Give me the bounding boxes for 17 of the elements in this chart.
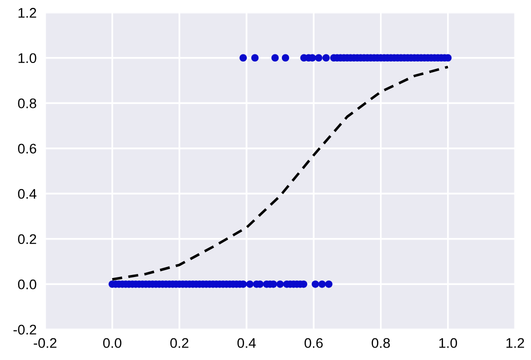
x-tick-label: 1.0 xyxy=(439,338,458,348)
y-tick-label: 0.6 xyxy=(18,144,36,154)
x-tick-label: 0.6 xyxy=(304,338,323,348)
y-tick-label: 1.0 xyxy=(18,53,36,64)
y-tick-label: 0.4 xyxy=(18,188,36,199)
x-tick-label: -0.2 xyxy=(34,338,56,348)
x-tick-label: 0.2 xyxy=(170,338,188,348)
y-tick-label: 0.0 xyxy=(18,279,36,290)
y-tick-label: 1.2 xyxy=(18,8,36,18)
y-tick-label: 0.8 xyxy=(18,98,36,108)
y-tick-label: -0.2 xyxy=(13,324,36,335)
x-tick-label: 0.0 xyxy=(103,338,122,348)
line-series xyxy=(111,66,450,281)
x-tick-label: 0.4 xyxy=(237,338,256,348)
x-tick-label: 0.8 xyxy=(372,338,390,348)
y-tick-label: 0.2 xyxy=(18,234,36,244)
x-tick-label: 1.2 xyxy=(506,338,524,348)
